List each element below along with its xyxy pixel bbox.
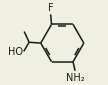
Text: NH₂: NH₂ (66, 73, 85, 83)
Text: F: F (48, 3, 53, 13)
Text: HO: HO (8, 47, 23, 57)
